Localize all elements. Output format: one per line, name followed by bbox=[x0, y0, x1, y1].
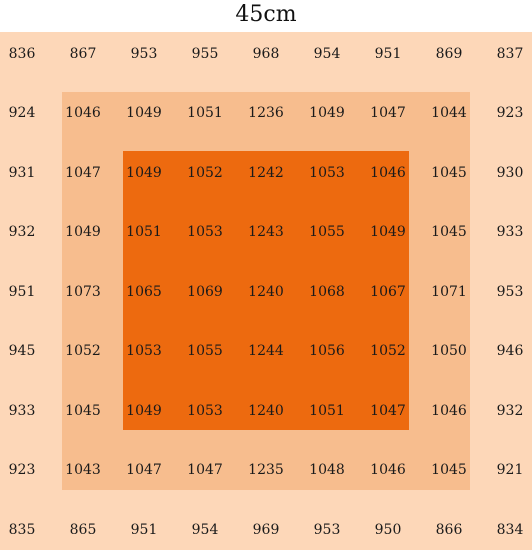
value-grid: 836 867 953 955 968 954 951 869 837 924 1046 1049 10… bbox=[0, 32, 532, 550]
grid-cell-r0-c3: 955 bbox=[191, 46, 219, 62]
grid-cell-r8-c3: 954 bbox=[191, 522, 219, 538]
grid-cell-r4-c7: 1071 bbox=[431, 284, 467, 300]
grid-cell-r4-c5: 1068 bbox=[309, 284, 345, 300]
grid-cell-r8-c6: 950 bbox=[374, 522, 402, 538]
grid-cell-r6-c5: 1051 bbox=[309, 403, 345, 419]
grid-cell-r3-c7: 1045 bbox=[431, 224, 467, 240]
grid-cell-r0-c4: 968 bbox=[252, 46, 280, 62]
grid-cell-r5-c4: 1244 bbox=[248, 343, 284, 359]
grid-cell-r2-c8: 930 bbox=[496, 165, 524, 181]
grid-cell-r4-c0: 951 bbox=[8, 284, 36, 300]
grid-cell-r7-c4: 1235 bbox=[248, 462, 284, 478]
grid-cell-r3-c6: 1049 bbox=[370, 224, 406, 240]
grid-cell-r4-c2: 1065 bbox=[126, 284, 162, 300]
grid-cell-r3-c1: 1049 bbox=[65, 224, 101, 240]
grid-cell-r8-c8: 834 bbox=[496, 522, 524, 538]
grid-cell-r1-c7: 1044 bbox=[431, 105, 467, 121]
grid-cell-r8-c0: 835 bbox=[8, 522, 36, 538]
grid-cell-r6-c8: 932 bbox=[496, 403, 524, 419]
grid-cell-r6-c4: 1240 bbox=[248, 403, 284, 419]
grid-cell-r7-c0: 923 bbox=[8, 462, 36, 478]
grid-cell-r0-c1: 867 bbox=[69, 46, 97, 62]
grid-cell-r3-c5: 1055 bbox=[309, 224, 345, 240]
grid-cell-r2-c7: 1045 bbox=[431, 165, 467, 181]
grid-cell-r1-c0: 924 bbox=[8, 105, 36, 121]
inner-zone bbox=[123, 151, 409, 430]
grid-cell-r2-c0: 931 bbox=[8, 165, 36, 181]
grid-cell-r2-c3: 1052 bbox=[187, 165, 223, 181]
grid-cell-r6-c0: 933 bbox=[8, 403, 36, 419]
grid-cell-r1-c8: 923 bbox=[496, 105, 524, 121]
grid-cell-r0-c0: 836 bbox=[8, 46, 36, 62]
grid-cell-r2-c5: 1053 bbox=[309, 165, 345, 181]
grid-cell-r4-c6: 1067 bbox=[370, 284, 406, 300]
grid-cell-r0-c5: 954 bbox=[313, 46, 341, 62]
grid-cell-r8-c1: 865 bbox=[69, 522, 97, 538]
grid-cell-r0-c6: 951 bbox=[374, 46, 402, 62]
grid-cell-r4-c8: 953 bbox=[496, 284, 524, 300]
grid-cell-r7-c8: 921 bbox=[496, 462, 524, 478]
grid-cell-r8-c7: 866 bbox=[435, 522, 463, 538]
grid-cell-r5-c1: 1052 bbox=[65, 343, 101, 359]
grid-cell-r5-c6: 1052 bbox=[370, 343, 406, 359]
grid-cell-r4-c3: 1069 bbox=[187, 284, 223, 300]
grid-cell-r8-c4: 969 bbox=[252, 522, 280, 538]
grid-cell-r3-c8: 933 bbox=[496, 224, 524, 240]
grid-cell-r1-c2: 1049 bbox=[126, 105, 162, 121]
grid-cell-r7-c2: 1047 bbox=[126, 462, 162, 478]
grid-cell-r5-c3: 1055 bbox=[187, 343, 223, 359]
grid-cell-r6-c7: 1046 bbox=[431, 403, 467, 419]
grid-cell-r5-c0: 945 bbox=[8, 343, 36, 359]
grid-cell-r0-c8: 837 bbox=[496, 46, 524, 62]
grid-cell-r3-c2: 1051 bbox=[126, 224, 162, 240]
grid-cell-r3-c0: 932 bbox=[8, 224, 36, 240]
grid-cell-r2-c1: 1047 bbox=[65, 165, 101, 181]
grid-cell-r1-c5: 1049 bbox=[309, 105, 345, 121]
grid-cell-r1-c4: 1236 bbox=[248, 105, 284, 121]
grid-cell-r7-c5: 1048 bbox=[309, 462, 345, 478]
grid-cell-r5-c7: 1050 bbox=[431, 343, 467, 359]
grid-cell-r2-c4: 1242 bbox=[248, 165, 284, 181]
grid-cell-r7-c6: 1046 bbox=[370, 462, 406, 478]
grid-cell-r0-c2: 953 bbox=[130, 46, 158, 62]
grid-cell-r4-c1: 1073 bbox=[65, 284, 101, 300]
grid-cell-r8-c2: 951 bbox=[130, 522, 158, 538]
grid-cell-r6-c3: 1053 bbox=[187, 403, 223, 419]
grid-cell-r3-c3: 1053 bbox=[187, 224, 223, 240]
grid-cell-r5-c8: 946 bbox=[496, 343, 524, 359]
grid-cell-r6-c1: 1045 bbox=[65, 403, 101, 419]
grid-cell-r8-c5: 953 bbox=[313, 522, 341, 538]
grid-cell-r1-c6: 1047 bbox=[370, 105, 406, 121]
grid-cell-r0-c7: 869 bbox=[435, 46, 463, 62]
grid-cell-r5-c5: 1056 bbox=[309, 343, 345, 359]
diagram-title: 45cm bbox=[235, 2, 297, 27]
grid-cell-r7-c1: 1043 bbox=[65, 462, 101, 478]
grid-cell-r7-c3: 1047 bbox=[187, 462, 223, 478]
grid-cell-r6-c6: 1047 bbox=[370, 403, 406, 419]
grid-cell-r7-c7: 1045 bbox=[431, 462, 467, 478]
grid-cell-r1-c1: 1046 bbox=[65, 105, 101, 121]
grid-cell-r6-c2: 1049 bbox=[126, 403, 162, 419]
grid-cell-r2-c2: 1049 bbox=[126, 165, 162, 181]
grid-cell-r5-c2: 1053 bbox=[126, 343, 162, 359]
grid-cell-r4-c4: 1240 bbox=[248, 284, 284, 300]
grid-cell-r2-c6: 1046 bbox=[370, 165, 406, 181]
grid-cell-r3-c4: 1243 bbox=[248, 224, 284, 240]
grid-cell-r1-c3: 1051 bbox=[187, 105, 223, 121]
